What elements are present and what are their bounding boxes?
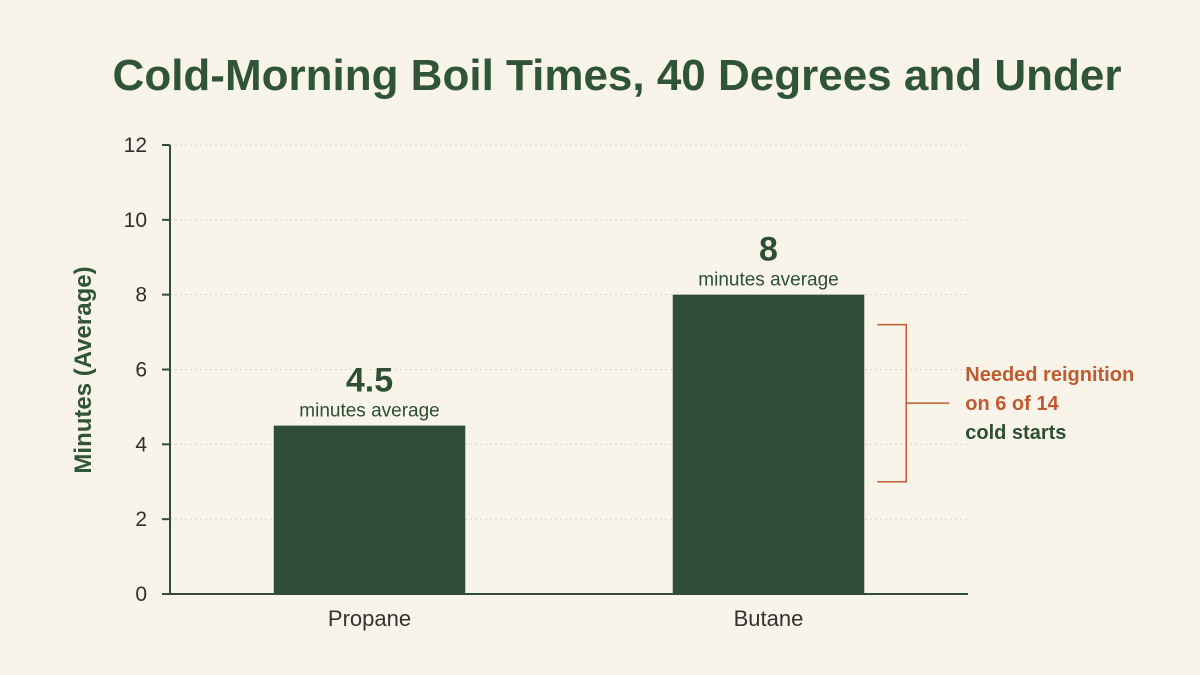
value-sublabel-propane: minutes average xyxy=(299,401,439,422)
bar-butane xyxy=(672,294,865,594)
y-tick-label-12: 12 xyxy=(124,134,147,157)
y-tick-label-0: 0 xyxy=(135,583,147,606)
annotation-line-1: Needed reignition xyxy=(965,364,1134,386)
y-tick-label-6: 6 xyxy=(135,359,147,382)
annotation-line-3: cold starts xyxy=(965,422,1066,444)
value-sublabel-butane: minutes average xyxy=(698,270,838,291)
y-tick-label-10: 10 xyxy=(124,209,147,232)
annotation-line-2: on 6 of 14 xyxy=(965,393,1059,415)
x-category-label-butane: Butane xyxy=(734,606,804,631)
value-label-butane: 8 xyxy=(759,231,778,269)
y-axis-label: Minutes (Average) xyxy=(70,266,97,473)
value-label-propane: 4.5 xyxy=(346,362,393,400)
bar-propane xyxy=(273,425,466,594)
annotation-bracket xyxy=(877,323,950,483)
y-tick-label-8: 8 xyxy=(135,284,147,307)
x-category-label-propane: Propane xyxy=(328,606,411,631)
y-tick-label-2: 2 xyxy=(135,508,147,531)
chart-title: Cold-Morning Boil Times, 40 Degrees and … xyxy=(113,51,1122,100)
y-tick-label-4: 4 xyxy=(135,433,147,456)
